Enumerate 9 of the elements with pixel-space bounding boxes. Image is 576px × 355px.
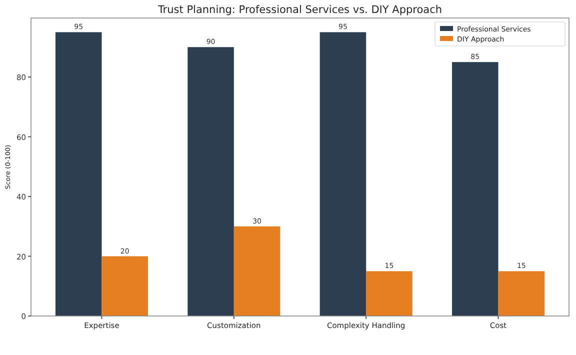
chart-title: Trust Planning: Professional Services vs. DIY Approach: [156, 4, 442, 16]
bar: [234, 226, 280, 316]
bar: [366, 271, 412, 316]
bar: [320, 32, 366, 316]
bar: [55, 32, 102, 316]
bar: [498, 271, 545, 316]
bar: [102, 256, 148, 316]
bar: [452, 62, 498, 316]
bar: [188, 47, 234, 316]
